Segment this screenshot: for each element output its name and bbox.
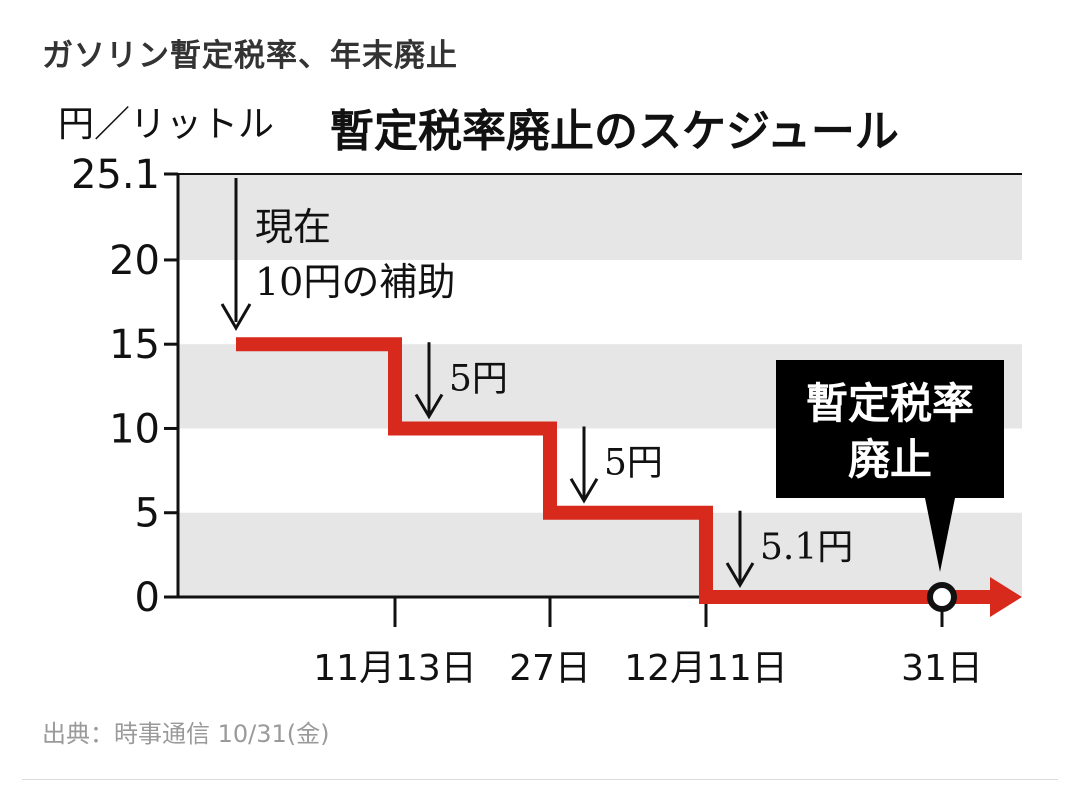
current-label-line2: 10円の補助 xyxy=(255,260,455,304)
abolition-callout: 暫定税率 廃止 xyxy=(776,360,1004,572)
chart-title: 暫定税率廃止のスケジュール xyxy=(330,106,899,157)
callout-line2: 廃止 xyxy=(848,435,932,484)
y-tick-label: 20 xyxy=(109,238,160,284)
x-tick-label: 12月11日 xyxy=(624,648,788,689)
y-axis-unit-label: 円／リットル xyxy=(58,104,274,145)
x-tick-label: 27日 xyxy=(509,648,591,689)
bottom-divider xyxy=(22,779,1058,780)
series-arrowhead xyxy=(990,577,1022,617)
y-tick-label: 5 xyxy=(135,491,160,537)
y-tick-label: 0 xyxy=(135,575,160,621)
page-headline: ガソリン暫定税率、年末廃止 xyxy=(42,38,458,74)
end-point-marker xyxy=(927,582,957,612)
drop-arrow-head xyxy=(725,562,755,588)
grid-band xyxy=(178,174,1022,260)
drop-label: 5円 xyxy=(449,358,508,399)
x-tick-label: 31日 xyxy=(901,648,983,689)
source-credit: 出典：時事通信 10/31(金) xyxy=(42,720,330,748)
callout-line1: 暫定税率 xyxy=(806,379,974,428)
drop-arrow-head xyxy=(569,477,599,504)
drop-label: 5円 xyxy=(604,443,663,484)
y-tick-label: 10 xyxy=(109,406,160,452)
y-tick-label: 15 xyxy=(109,322,160,368)
x-tick-group: 11月13日 27日 12月11日 31日 xyxy=(313,597,983,689)
callout-pointer xyxy=(925,498,955,572)
y-tick-label: 25.1 xyxy=(71,152,160,198)
callout-box xyxy=(776,360,1004,498)
current-label-line1: 現在 xyxy=(255,205,331,249)
x-tick-label: 11月13日 xyxy=(313,648,477,689)
current-arrow-head xyxy=(220,303,252,331)
drop-arrow-head xyxy=(414,393,444,420)
drop-annotations: 5円 5円 5.1円 xyxy=(414,342,853,588)
grid-band xyxy=(178,512,1022,597)
y-tick-group: 0 5 10 15 20 25.1 xyxy=(71,152,178,621)
series-step-line xyxy=(236,337,995,604)
drop-label: 5.1円 xyxy=(760,527,853,568)
